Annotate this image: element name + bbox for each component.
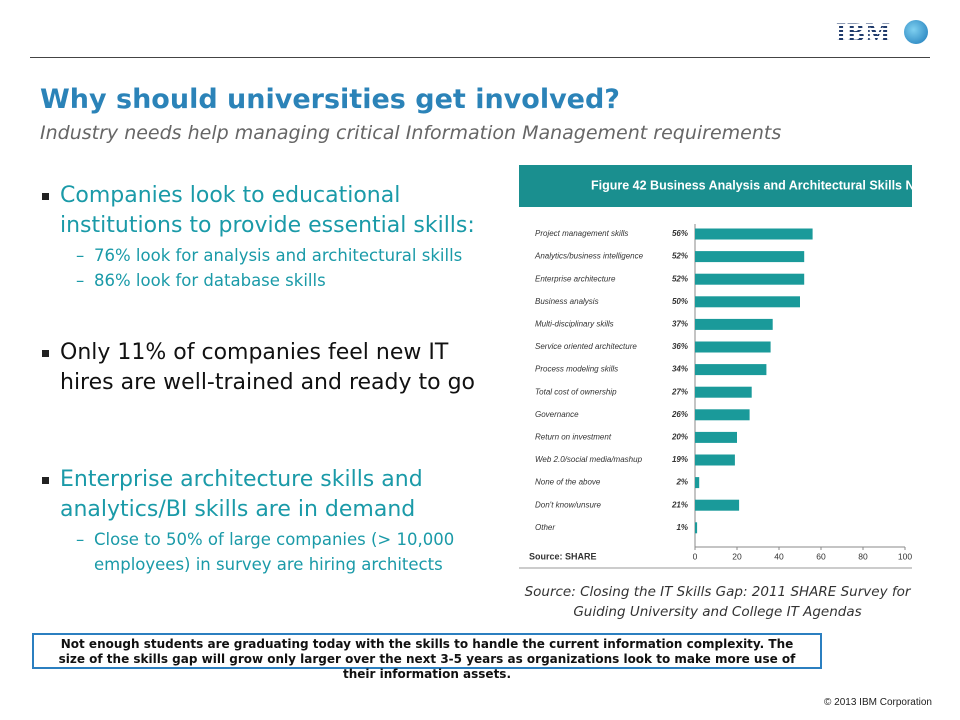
y-tick-label: Don't know/unsure [535, 500, 602, 509]
sub-bullet: 76% look for analysis and architectural … [42, 243, 492, 268]
value-label: 50% [672, 297, 688, 306]
value-label: 37% [672, 320, 688, 329]
value-label: 2% [675, 478, 688, 487]
callout: Not enough students are graduating today… [32, 633, 822, 681]
x-tick-label: 80 [858, 551, 868, 561]
value-label: 52% [672, 274, 688, 283]
bullet-text: Companies look to educational institutio… [42, 181, 492, 241]
bullet-text: Enterprise architecture skills and analy… [42, 465, 492, 525]
y-tick-label: Analytics/business intelligence [534, 252, 644, 261]
chart-title: Figure 42 Business Analysis and Architec… [591, 178, 912, 192]
bar [695, 409, 750, 421]
chart-source: Source: SHARE [529, 551, 597, 561]
footer: © 2013 IBM Corporation [824, 697, 932, 708]
bar [695, 364, 767, 376]
y-tick-label: Enterprise architecture [535, 274, 616, 283]
x-tick-label: 40 [774, 551, 784, 561]
sub-bullet: 86% look for database skills [42, 268, 492, 293]
value-label: 21% [671, 500, 688, 509]
header-rule [30, 57, 930, 58]
value-label: 52% [672, 252, 688, 261]
bullet: Enterprise architecture skills and analy… [42, 465, 492, 577]
y-tick-label: Service oriented architecture [535, 342, 637, 351]
caption: Source: Closing the IT Skills Gap: 2011 … [520, 582, 915, 622]
y-tick-label: Multi-disciplinary skills [535, 320, 614, 329]
chart-header [519, 165, 912, 207]
bar [695, 454, 735, 466]
bullet-text: Only 11% of companies feel new IT hires … [42, 338, 492, 398]
y-tick-label: Return on investment [535, 433, 612, 442]
chart: Figure 42 Business Analysis and Architec… [519, 165, 912, 569]
caption-line: Guiding University and College IT Agenda… [573, 604, 862, 620]
callout-text: Not enough students are graduating today… [58, 637, 796, 681]
logo-globe [904, 20, 928, 44]
subtitle: Industry needs help managing critical In… [40, 122, 782, 144]
y-tick-label: Web 2.0/social media/mashup [535, 455, 643, 464]
y-tick-label: Other [535, 523, 555, 532]
bar [695, 296, 800, 308]
y-tick-label: Governance [535, 410, 579, 419]
x-tick-label: 20 [732, 551, 742, 561]
y-tick-label: Business analysis [535, 297, 599, 306]
value-label: 36% [672, 342, 688, 351]
x-tick-label: 100 [898, 551, 912, 561]
y-tick-label: Total cost of ownership [535, 387, 617, 396]
sub-bullet: Close to 50% of large companies (> 10,00… [42, 527, 494, 577]
value-label: 20% [671, 433, 688, 442]
bar [695, 251, 805, 263]
value-label: 19% [672, 455, 688, 464]
y-tick-label: Process modeling skills [535, 365, 618, 374]
title: Why should universities get involved? [40, 84, 620, 115]
value-label: 26% [671, 410, 688, 419]
bullet: Only 11% of companies feel new IT hires … [42, 338, 492, 398]
value-label: 56% [672, 229, 688, 238]
bullet: Companies look to educational institutio… [42, 181, 492, 293]
value-label: 1% [676, 523, 688, 532]
bar [695, 431, 737, 443]
bar [695, 318, 773, 330]
bar [695, 522, 698, 534]
bar [695, 273, 805, 285]
x-tick-label: 0 [693, 551, 698, 561]
x-tick-label: 60 [816, 551, 826, 561]
bar [695, 386, 752, 398]
bar [695, 228, 813, 240]
value-label: 27% [671, 387, 688, 396]
logo: IBM [836, 18, 891, 47]
value-label: 34% [672, 365, 688, 374]
bar [695, 499, 740, 511]
y-tick-label: None of the above [535, 478, 601, 487]
caption-line: Source: Closing the IT Skills Gap: 2011 … [524, 584, 911, 600]
bar [695, 477, 700, 489]
bar [695, 341, 771, 353]
y-tick-label: Project management skills [535, 229, 628, 238]
